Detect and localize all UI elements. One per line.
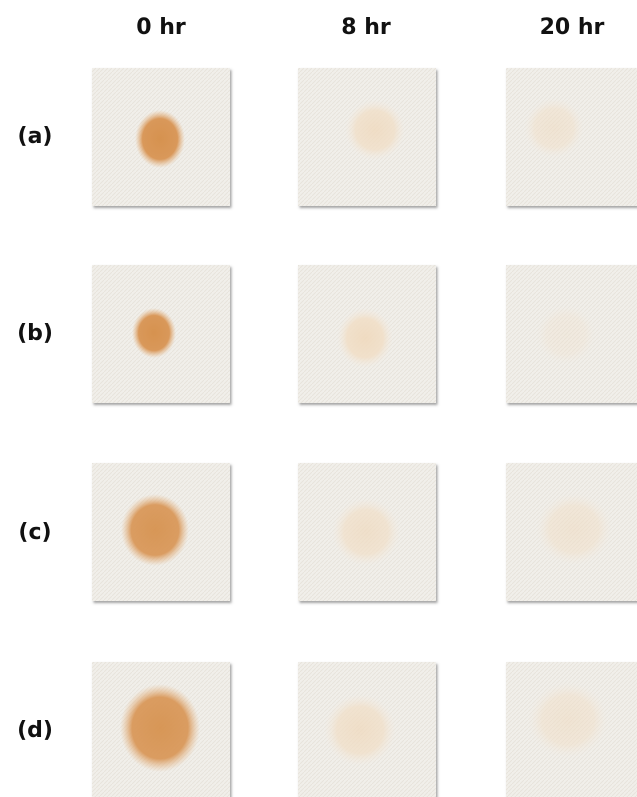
row-label: (b) [17, 321, 53, 346]
column-header: 0 hr [136, 15, 186, 40]
column-header: 20 hr [540, 15, 605, 40]
stain [528, 682, 608, 758]
figure: 0 hr 8 hr 20 hr (a) (b) (c) (d) [0, 0, 637, 797]
stain [337, 308, 393, 368]
column-header: 8 hr [341, 15, 391, 40]
swatch-grid [92, 68, 637, 797]
stain [132, 308, 176, 358]
stain [524, 98, 584, 158]
stain [121, 494, 189, 566]
stain [536, 493, 612, 565]
stain [345, 100, 405, 160]
stain [120, 684, 200, 772]
stain [135, 110, 185, 168]
row-label: (c) [18, 520, 51, 545]
stain [332, 498, 400, 566]
row-label: (d) [17, 718, 53, 743]
stain [324, 694, 396, 766]
row-label: (a) [18, 124, 53, 149]
stain [536, 305, 596, 365]
